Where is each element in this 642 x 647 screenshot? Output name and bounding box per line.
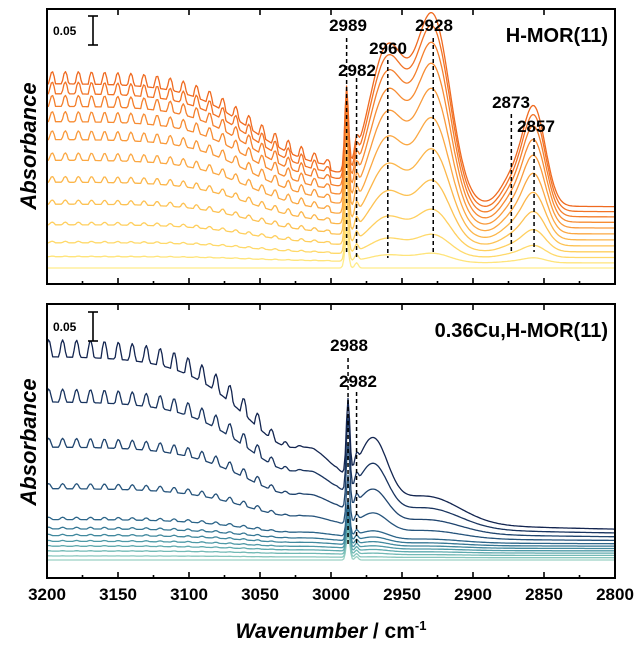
annotation-label-2988: 2988 (330, 336, 368, 355)
spectrum-line-2 (47, 227, 615, 264)
spectrum-line-9 (47, 62, 615, 223)
annotation-label-2873: 2873 (492, 93, 530, 112)
spectrum-line-5 (46, 517, 615, 552)
spectrum-line-5 (47, 175, 615, 247)
annotation-label-2982: 2982 (338, 61, 376, 80)
x-tick-label: 3100 (170, 585, 208, 604)
panel-title: 0.36Cu,H-MOR(11) (435, 320, 608, 342)
spectrum-line-12 (46, 339, 615, 530)
annotation-group: 2989 2982 2960 2928 2873 2857 (329, 16, 555, 260)
x-axis-label-unit: / cm (367, 620, 415, 643)
x-axis-label-main: Wavenumber (236, 620, 369, 643)
spectrum-line-11 (46, 388, 615, 534)
spectrum-line-8 (47, 87, 615, 229)
scale-bar-label: 0.05 (53, 320, 77, 334)
x-tick-label: 3200 (28, 585, 66, 604)
x-tick-label: 2800 (596, 585, 634, 604)
spectrum-line-3 (46, 525, 615, 557)
x-tick-label: 3150 (99, 585, 137, 604)
spectrum-line-7 (47, 116, 615, 235)
spectrum-line-9 (46, 474, 615, 542)
spectrum-line-10 (47, 41, 615, 218)
spectrum-line-8 (46, 498, 615, 545)
x-tick-labels: 3200 3150 3100 3050 3000 2950 2900 2850 2800 (28, 585, 634, 604)
x-tick-label: 2850 (525, 585, 563, 604)
x-tick-label: 3050 (241, 585, 279, 604)
spectrum-line-11 (47, 24, 615, 213)
annotation-label-2960: 2960 (369, 39, 407, 58)
x-axis-label: Wavenumber / cm-1 (236, 618, 427, 643)
x-tick-label: 2950 (383, 585, 421, 604)
spectrum-line-1 (47, 238, 615, 269)
x-axis-label-exponent: -1 (415, 618, 427, 633)
spectrum-line-4 (47, 195, 615, 253)
annotation-label-2928: 2928 (415, 16, 453, 35)
annotation-group: 2988 2982 (330, 336, 377, 545)
spectrum-line-6 (47, 148, 615, 241)
spectrum-line-10 (46, 437, 615, 538)
plot-frame (46, 8, 616, 285)
spectrum-line-1 (47, 533, 615, 561)
annotation-label-2857: 2857 (517, 117, 555, 136)
spectra-group (47, 11, 615, 269)
y-axis-label: Absorbance (16, 378, 41, 506)
spectrum-line-7 (46, 506, 615, 547)
tick-group (46, 9, 616, 284)
panel-title: H-MOR(11) (506, 25, 608, 47)
spectrum-line-4 (46, 521, 615, 554)
spectrum-line-3 (47, 213, 615, 259)
spectra-group (46, 339, 615, 561)
panel-cu-h-mor: 2988 2982 0.05 0.36Cu,H-MOR(11) Absorbanc… (16, 303, 616, 579)
tick-group (46, 304, 616, 578)
x-tick-label: 2900 (454, 585, 492, 604)
spectrum-line-6 (46, 512, 615, 550)
scale-bar-label: 0.05 (53, 24, 77, 38)
annotation-label-2989: 2989 (329, 16, 367, 35)
spectrum-line-2 (46, 529, 615, 559)
x-tick-label: 3000 (312, 585, 350, 604)
annotation-label-2982: 2982 (339, 372, 377, 391)
spectrum-line-12 (47, 11, 615, 208)
y-axis-label: Absorbance (16, 82, 41, 210)
